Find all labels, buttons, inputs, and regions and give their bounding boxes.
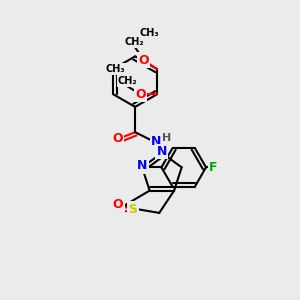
- Text: CH₂: CH₂: [118, 76, 137, 86]
- Text: O: O: [113, 198, 123, 211]
- Text: O: O: [138, 54, 149, 67]
- Text: CH₂: CH₂: [125, 37, 145, 47]
- Text: N: N: [137, 159, 147, 172]
- Text: O: O: [112, 132, 123, 145]
- Text: N: N: [151, 135, 161, 148]
- Text: F: F: [209, 161, 218, 174]
- Text: CH₃: CH₃: [140, 28, 159, 38]
- Text: H: H: [162, 133, 171, 143]
- Text: O: O: [135, 88, 146, 101]
- Text: N: N: [157, 145, 167, 158]
- Text: S: S: [128, 203, 137, 216]
- Text: CH₃: CH₃: [106, 64, 125, 74]
